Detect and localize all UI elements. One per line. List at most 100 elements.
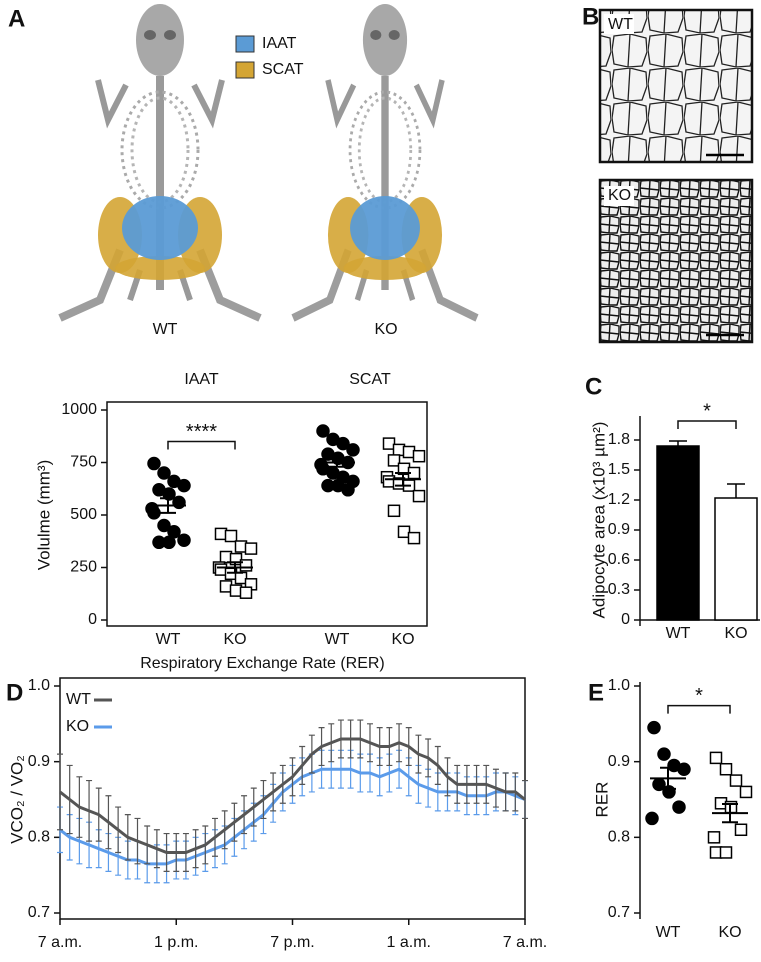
sem-bar (660, 766, 676, 790)
y-tick-label: 0.6 (608, 551, 630, 568)
x-tick-label: WT (325, 631, 350, 648)
data-point (346, 443, 360, 457)
histology-label: WT (608, 16, 633, 33)
x-tick-label: KO (391, 631, 414, 648)
x-tick-label: KO (724, 625, 747, 642)
mouse-label: KO (374, 321, 397, 338)
y-axis-label: Volulme (mm³) (34, 460, 53, 571)
y-tick-label: 1.5 (608, 461, 630, 478)
data-point (734, 823, 748, 837)
data-point (407, 531, 421, 545)
significance-label: **** (186, 421, 217, 443)
significance-bracket (667, 704, 731, 714)
data-point (244, 542, 258, 555)
data-point (336, 436, 350, 451)
panel-label: B (582, 3, 599, 30)
y-axis-label: VCO₂ / VO₂ (7, 755, 26, 844)
legend-swatch (235, 61, 255, 79)
y-tick-label: 0.8 (28, 829, 50, 846)
y-tick-label: 0.3 (608, 581, 630, 598)
bar (714, 497, 758, 621)
data-point (239, 586, 253, 599)
panel-label: A (8, 5, 25, 32)
data-point (341, 483, 355, 497)
data-point (709, 751, 723, 765)
plot-frame (106, 401, 428, 627)
y-tick-label: 0.9 (608, 521, 630, 538)
histology-ko (598, 178, 754, 344)
data-point (729, 774, 743, 787)
histology-wt (598, 8, 754, 164)
y-tick-label: 1.8 (608, 431, 630, 448)
y-tick-label: 0.9 (28, 753, 50, 770)
data-point (387, 454, 401, 467)
group-label: IAAT (184, 371, 219, 388)
y-tick-label: 750 (70, 454, 97, 471)
x-tick-label: 1 p.m. (154, 934, 198, 951)
histology-label: KO (608, 187, 631, 204)
error-bar (727, 483, 745, 498)
data-point (707, 831, 721, 844)
data-point (382, 437, 396, 450)
bar (656, 445, 700, 621)
data-point (657, 747, 671, 761)
data-point (316, 424, 330, 438)
y-axis-label: RER (592, 782, 611, 818)
data-point (147, 456, 161, 471)
x-tick-label: 7 a.m. (503, 934, 547, 951)
data-point (677, 762, 691, 776)
y-tick-label: 0.7 (28, 904, 50, 921)
series-line (59, 737, 526, 854)
significance-bracket (677, 420, 737, 429)
x-tick-label: 1 a.m. (387, 934, 431, 951)
data-point (224, 529, 238, 543)
label-bg (604, 186, 634, 206)
y-tick-label: 1.0 (608, 677, 630, 694)
data-point (157, 518, 171, 533)
y-tick-label: 0 (88, 611, 97, 628)
legend-label: KO (66, 718, 89, 735)
y-tick-label: 1000 (61, 401, 97, 418)
data-point (147, 506, 161, 520)
panel-label: D (6, 679, 23, 706)
data-point (645, 811, 659, 826)
significance-label: * (695, 685, 703, 707)
data-point (157, 466, 171, 480)
data-point (647, 720, 661, 735)
x-tick-label: WT (666, 625, 691, 642)
y-tick-label: 250 (70, 559, 97, 576)
x-tick-label: WT (156, 631, 181, 648)
data-point (412, 449, 426, 463)
y-tick-label: 0.9 (608, 753, 630, 770)
panel-label: C (585, 373, 602, 400)
data-point (387, 504, 401, 518)
sem-bar (722, 803, 738, 824)
data-point (719, 762, 733, 776)
data-point (177, 533, 191, 547)
error-bar (669, 440, 687, 446)
chart-title: Respiratory Exchange Rate (RER) (140, 655, 385, 672)
legend-label: IAAT (262, 35, 297, 52)
y-tick-label: 0.7 (608, 904, 630, 921)
significance-bracket (167, 440, 236, 450)
sem-bar (227, 561, 243, 574)
data-point (239, 559, 253, 572)
legend-label: WT (66, 691, 91, 708)
data-point (162, 535, 176, 550)
group-label: SCAT (349, 371, 391, 388)
sem-bar (160, 497, 176, 514)
legend-label: SCAT (262, 61, 304, 78)
y-tick-label: 1.2 (608, 491, 630, 508)
data-point (719, 846, 733, 859)
sem-bar (395, 472, 411, 487)
y-tick-label: 1.0 (28, 677, 50, 694)
y-tick-label: 0 (621, 611, 630, 628)
y-axis-label: Adipocyte area (x10³ µm²) (589, 422, 608, 619)
y-tick-label: 500 (70, 506, 97, 523)
x-tick-label: 7 p.m. (270, 934, 314, 951)
data-point (739, 785, 753, 799)
significance-label: * (703, 400, 711, 422)
data-point (177, 478, 191, 493)
data-point (672, 800, 686, 814)
